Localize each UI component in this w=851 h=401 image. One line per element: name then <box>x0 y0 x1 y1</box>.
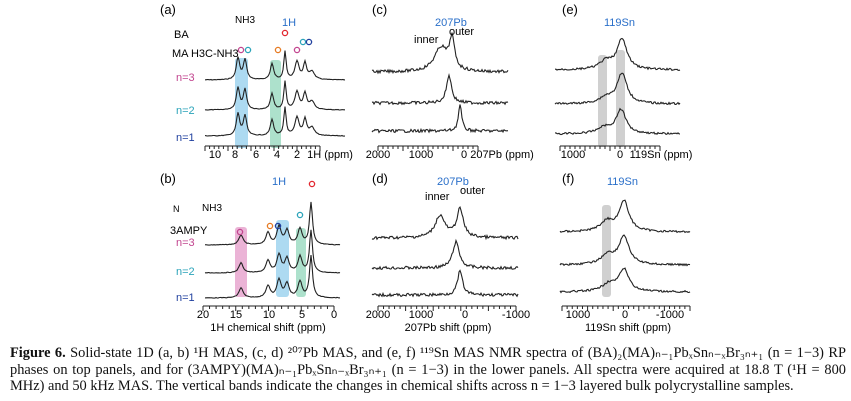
peak-label-inner-d: inner <box>425 191 450 203</box>
nucleus-title-d: 207Pb <box>437 176 469 188</box>
row-label-a-n2: n=2 <box>176 105 195 117</box>
spectrum-d-0 <box>371 206 519 241</box>
spectrum-a-2 <box>204 106 346 137</box>
spectrum-d-1 <box>371 238 519 271</box>
structure-label-ba: BA <box>174 29 189 41</box>
marker-a <box>299 38 307 46</box>
band-a-blue <box>235 58 248 148</box>
marker-b <box>266 222 274 230</box>
tick-a-2: 6 <box>253 149 259 161</box>
panel-label-f: (f) <box>562 171 574 186</box>
tick-a-4: 2 <box>294 149 300 161</box>
tick-f-0: 1000 <box>566 309 590 321</box>
nucleus-title-e: 119Sn <box>604 17 635 29</box>
tick-a-0: 10 <box>209 149 221 161</box>
marker-a <box>305 38 313 46</box>
row-label-b-n3: n=3 <box>176 237 195 249</box>
row-label-b-n2: n=2 <box>176 266 195 278</box>
spectrum-a-0 <box>205 50 346 81</box>
spectrum-f-2 <box>559 267 691 294</box>
tick-c-1: 1000 <box>409 149 433 161</box>
panel-label-a: (a) <box>160 2 176 17</box>
spectrum-c-0 <box>371 32 509 75</box>
structure-label-3ampy: 3AMPY <box>170 225 208 237</box>
axis-title-d: 207Pb shift (ppm) <box>405 322 492 334</box>
structure-label-n: N <box>173 204 180 214</box>
spectrum-b-1 <box>204 229 341 274</box>
tick-c-0: 2000 <box>366 149 390 161</box>
peak-label-outer-d: outer <box>460 185 485 197</box>
figure-caption: Figure 6. Solid-state 1D (a, b) ¹H MAS, … <box>10 345 846 395</box>
marker-a <box>281 29 289 37</box>
tick-d-1: 1000 <box>409 309 433 321</box>
band-e-gray-1 <box>598 55 607 147</box>
caption-text: Solid-state 1D (a, b) ¹H MAS, (c, d) ²⁰⁷… <box>10 345 846 394</box>
tick-a-3: 4 <box>274 149 280 161</box>
marker-a <box>274 46 282 54</box>
spectrum-e-2 <box>555 107 681 136</box>
axis-unit-a: 1H (ppm) <box>307 149 353 161</box>
tick-d-0: 2000 <box>366 309 390 321</box>
tick-f-1: 0 <box>622 309 628 321</box>
row-label-a-n1: n=1 <box>176 132 195 144</box>
tick-e-1: 0 <box>617 149 623 161</box>
tick-b-2: 10 <box>263 309 275 321</box>
marker-a <box>237 46 245 54</box>
structure-label-nh3-b: NH3 <box>202 203 222 214</box>
nucleus-title-c: 207Pb <box>435 17 467 29</box>
row-label-b-n1: n=1 <box>176 292 195 304</box>
marker-a <box>244 46 252 54</box>
peak-label-inner-c: inner <box>414 34 439 46</box>
spectrum-c-1 <box>371 72 509 106</box>
panel-label-c: (c) <box>372 2 387 17</box>
tick-c-2: 0 <box>461 149 467 161</box>
tick-b-4: 0 <box>331 309 337 321</box>
structure-label-nh3-a: NH3 <box>235 15 255 26</box>
marker-b <box>236 228 244 236</box>
tick-b-3: 5 <box>299 309 305 321</box>
spectrum-c-2 <box>371 104 509 134</box>
marker-b <box>274 222 282 230</box>
band-f-gray <box>602 205 611 297</box>
spectrum-e-0 <box>555 37 681 72</box>
spectrum-b-0 <box>204 201 341 246</box>
figure-6: (a) (b) (c) (d) (e) (f) 1H 1H 207Pb 207P… <box>160 2 693 334</box>
marker-b <box>308 180 316 188</box>
nucleus-title-a: 1H <box>282 17 296 29</box>
peak-label-outer-c: outer <box>449 26 474 38</box>
panel-label-e: (e) <box>562 2 578 17</box>
tick-d-3: -1000 <box>502 309 530 321</box>
band-b-green <box>296 228 306 297</box>
panel-label-d: (d) <box>372 171 388 186</box>
band-b-blue <box>276 220 289 297</box>
tick-e-0: 1000 <box>561 149 585 161</box>
tick-b-0: 20 <box>197 309 209 321</box>
spectrum-d-2 <box>371 269 519 298</box>
tick-a-1: 8 <box>232 149 238 161</box>
spectrum-e-1 <box>554 72 681 106</box>
structure-label-ma: MA H3C-NH3 <box>172 48 239 60</box>
nucleus-title-b: 1H <box>272 176 286 188</box>
marker-b <box>296 211 304 219</box>
axis-title-b: 1H chemical shift (ppm) <box>210 322 326 334</box>
spectrum-f-1 <box>559 234 691 267</box>
axis-unit-c: 207Pb (ppm) <box>470 149 534 161</box>
spectrum-b-2 <box>204 255 341 299</box>
spectrum-a-1 <box>204 80 345 111</box>
axis-unit-e: 119Sn (ppm) <box>630 149 693 161</box>
band-e-gray-2 <box>616 50 625 147</box>
marker-a <box>293 46 301 54</box>
nucleus-title-f: 119Sn <box>607 176 638 188</box>
row-label-a-n3: n=3 <box>176 72 195 84</box>
tick-f-2: -1000 <box>656 309 684 321</box>
spectrum-f-0 <box>559 199 691 234</box>
tick-d-2: 0 <box>462 309 468 321</box>
axis-title-f: 119Sn shift (ppm) <box>585 322 671 334</box>
tick-b-1: 15 <box>230 309 242 321</box>
panel-label-b: (b) <box>160 171 176 186</box>
caption-label: Figure 6. <box>10 345 66 361</box>
